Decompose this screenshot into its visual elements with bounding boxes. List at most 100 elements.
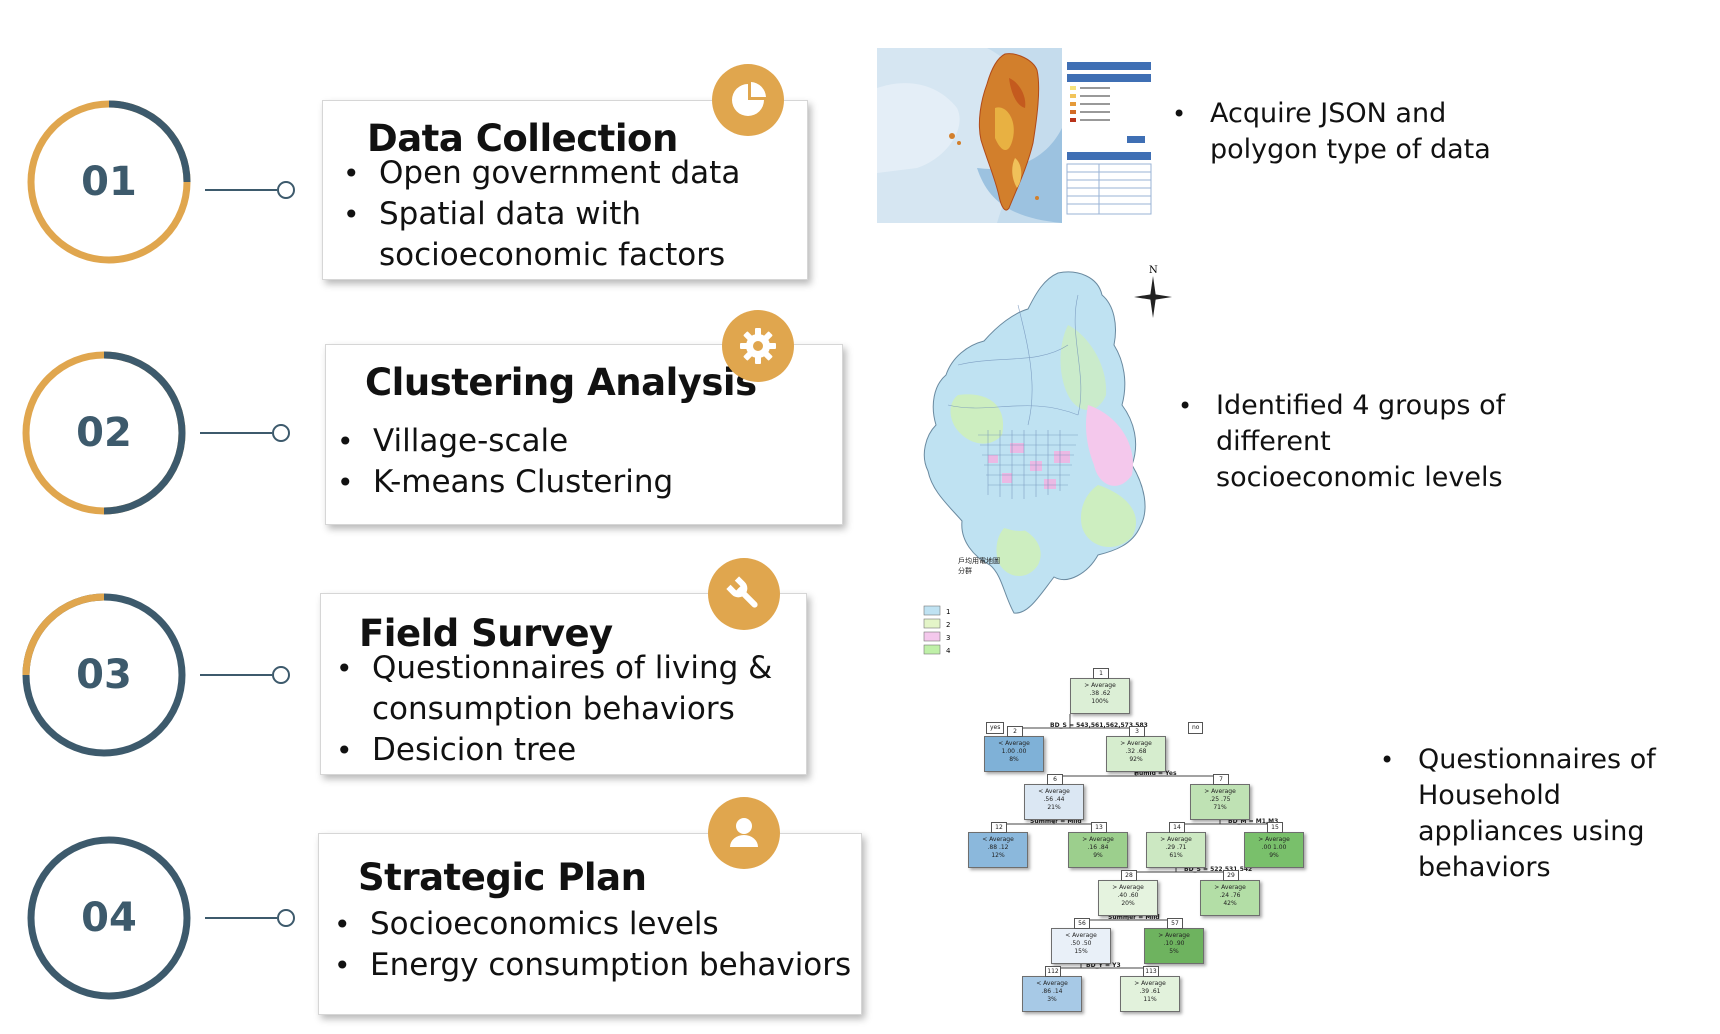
legend-subtitle: 分群 — [958, 566, 972, 575]
node-values: .24 .76 — [1219, 892, 1241, 899]
legend-label: 2 — [946, 621, 950, 629]
node-values: .56 .44 — [1043, 796, 1065, 803]
tree-node: > Average .24 .76 42% — [1200, 880, 1260, 916]
step-number: 03 — [76, 652, 132, 698]
bullet-item: Village-scale — [335, 421, 815, 462]
node-values: .88 .12 — [987, 844, 1009, 851]
pie-chart-icon — [712, 64, 784, 136]
strategic-plan-card: Strategic Plan Socioeconomics levels Ene… — [318, 833, 862, 1015]
legend-label: 4 — [946, 647, 951, 655]
compass-icon: N — [1128, 264, 1178, 324]
tree-node: > Average .25 .75 71% — [1190, 784, 1250, 820]
wrench-icon — [708, 558, 780, 630]
tree-node: > Average .29 .71 61% — [1146, 832, 1206, 868]
node-id: 113 — [1143, 966, 1159, 977]
connector-line — [200, 432, 272, 434]
tree-node: > Average .00 1.00 9% — [1244, 832, 1304, 868]
node-id: 28 — [1121, 870, 1137, 881]
legend-label: 1 — [946, 608, 950, 616]
step-number: 04 — [81, 895, 137, 941]
node-id: 7 — [1213, 774, 1229, 785]
connector-line — [205, 189, 277, 191]
node-label: > Average — [1258, 836, 1290, 843]
node-percent: 9% — [1269, 852, 1279, 859]
bullet-item: Socioeconomics levels — [332, 904, 852, 945]
node-percent: 21% — [1047, 804, 1061, 811]
node-label: > Average — [1084, 682, 1116, 689]
node-percent: 5% — [1169, 948, 1179, 955]
node-percent: 20% — [1121, 900, 1135, 907]
card-title: Clustering Analysis — [365, 361, 757, 404]
node-percent: 92% — [1129, 756, 1143, 763]
tree-node: < Average .88 .12 12% — [968, 832, 1028, 868]
tree-node: < Average .56 .44 21% — [1024, 784, 1084, 820]
tree-node: > Average .38 .62 100% — [1070, 678, 1130, 714]
tree-split-label: BD_S = 543,561,562,573,583 — [1050, 722, 1148, 729]
node-id: 29 — [1223, 870, 1239, 881]
bullet-item: Open government data — [341, 153, 781, 194]
node-label: > Average — [1158, 932, 1190, 939]
node-values: .00 1.00 — [1261, 844, 1287, 851]
connector-node — [272, 666, 290, 684]
node-id: 112 — [1045, 966, 1061, 977]
tree-node: > Average .40 .60 20% — [1098, 880, 1158, 916]
node-percent: 71% — [1213, 804, 1227, 811]
step-number: 02 — [76, 410, 132, 456]
step-ring-02: 02 — [14, 343, 194, 523]
tree-node: > Average .32 .68 92% — [1106, 736, 1166, 772]
note-data-collection: Acquire JSON and polygon type of data — [1172, 96, 1522, 168]
node-values: .39 .61 — [1139, 988, 1161, 995]
note-field-survey: Questionnaires of Household appliances u… — [1380, 742, 1710, 886]
node-label: > Average — [1112, 884, 1144, 891]
tree-no-tag: no — [1188, 722, 1204, 734]
node-id: 56 — [1074, 918, 1090, 929]
legend-title: 戶均用電地圖 — [958, 556, 1000, 565]
node-id: 12 — [991, 822, 1007, 833]
step-ring-01: 01 — [19, 92, 199, 272]
node-label: < Average — [1036, 980, 1068, 987]
connector-line — [200, 674, 272, 676]
tree-split-label: BD_S = 522,531,542 — [1184, 866, 1253, 873]
node-values: .38 .62 — [1089, 690, 1111, 697]
node-id: 3 — [1129, 726, 1145, 737]
node-values: 1.00 .00 — [1001, 748, 1027, 755]
tree-node: > Average .10 .90 5% — [1144, 928, 1204, 964]
card-bullets: Socioeconomics levels Energy consumption… — [332, 904, 852, 986]
node-percent: 100% — [1091, 698, 1109, 705]
gear-icon — [722, 310, 794, 382]
card-bullets: Questionnaires of living & consumption b… — [334, 648, 784, 771]
node-id: 57 — [1167, 918, 1183, 929]
node-id: 14 — [1169, 822, 1185, 833]
node-id: 1 — [1093, 668, 1109, 679]
connector-node — [272, 424, 290, 442]
node-id: 15 — [1267, 822, 1283, 833]
legend-swatch-4 — [923, 644, 941, 655]
node-id: 13 — [1091, 822, 1107, 833]
legend-label: 3 — [946, 634, 950, 642]
step-ring-04: 04 — [19, 828, 199, 1008]
data-collection-card: Data Collection Open government data Spa… — [322, 100, 808, 280]
compass-north-label: N — [1149, 265, 1158, 276]
bullet-item: K-means Clustering — [335, 462, 815, 503]
tree-node: > Average .16 .84 9% — [1068, 832, 1128, 868]
step-number: 01 — [81, 159, 137, 205]
tree-split-label: BD_Y = Y3 — [1086, 962, 1121, 969]
tree-node: < Average 1.00 .00 8% — [984, 736, 1044, 772]
person-icon — [708, 797, 780, 869]
bullet-item: Spatial data with socioeconomic factors — [341, 194, 781, 276]
tree-node: > Average .39 .61 11% — [1120, 976, 1180, 1012]
node-percent: 42% — [1223, 900, 1237, 907]
legend-swatch-1 — [923, 605, 941, 616]
node-label: < Average — [1065, 932, 1097, 939]
bullet-item: Questionnaires of living & consumption b… — [334, 648, 784, 730]
node-id: 6 — [1047, 774, 1063, 785]
bullet-item: Energy consumption behaviors — [332, 945, 852, 986]
node-values: .16 .84 — [1087, 844, 1109, 851]
node-percent: 3% — [1047, 996, 1057, 1003]
tree-node: < Average .86 .14 3% — [1022, 976, 1082, 1012]
tree-split-label: Summer = Mild — [1108, 914, 1160, 921]
node-percent: 9% — [1093, 852, 1103, 859]
card-bullets: Open government data Spatial data with s… — [341, 153, 781, 276]
note-text: Acquire JSON and polygon type of data — [1172, 96, 1522, 168]
node-label: > Average — [1082, 836, 1114, 843]
